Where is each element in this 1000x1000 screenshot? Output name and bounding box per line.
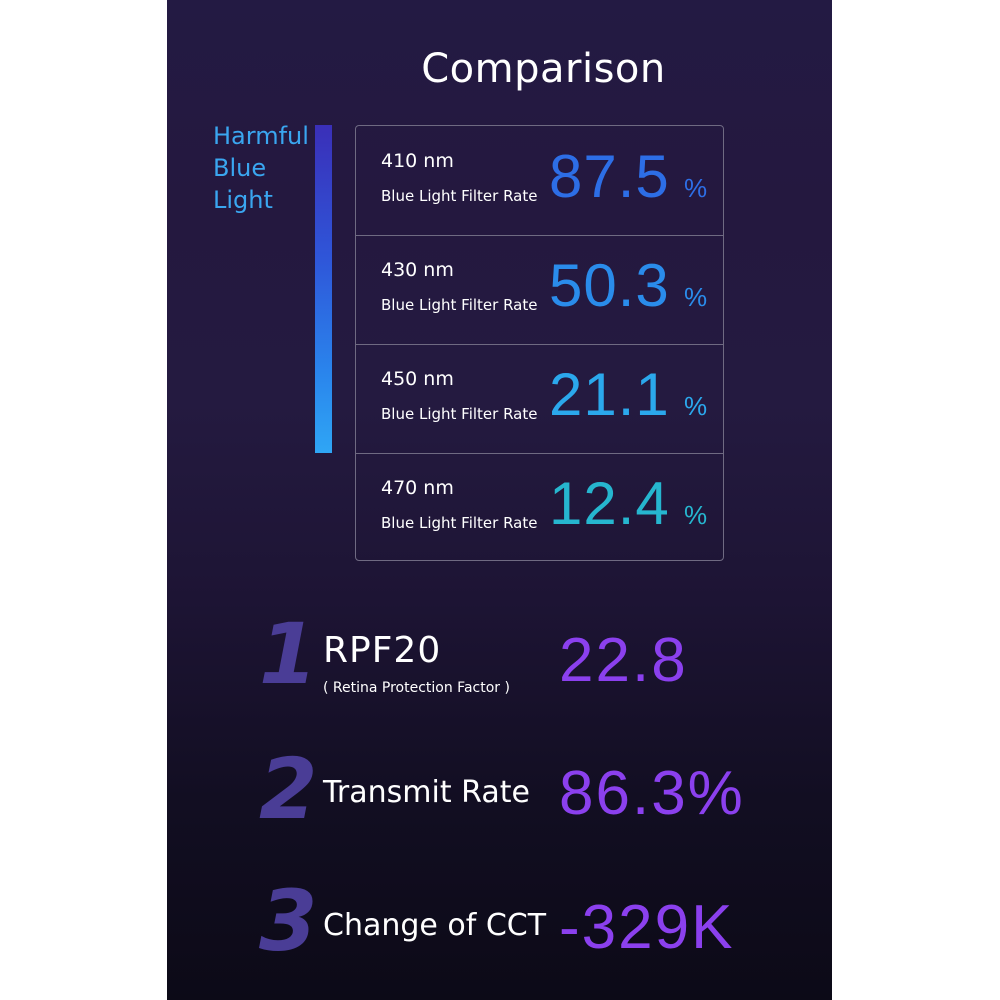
wavelength: 450 nm (381, 368, 454, 390)
table-row: 430 nm Blue Light Filter Rate 50.3 % (356, 235, 723, 345)
harmful-line-3: Light (213, 186, 273, 214)
percent-unit: % (684, 500, 708, 530)
filter-rate-label: Blue Light Filter Rate (381, 514, 538, 532)
harmful-line-2: Blue (213, 154, 267, 182)
feature-name-cct: Change of CCT (323, 908, 547, 943)
table-row: 450 nm Blue Light Filter Rate 21.1 % (356, 344, 723, 454)
percent-unit: % (684, 173, 708, 203)
harmful-line-1: Harmful (213, 122, 309, 150)
table-row: 410 nm Blue Light Filter Rate 87.5 % (356, 126, 723, 236)
comparison-panel: Comparison Harmful Blue Light 410 nm Blu… (167, 0, 832, 1000)
wavelength: 470 nm (381, 477, 454, 499)
feature-value-rpf: 22.8 (559, 626, 688, 695)
feature-name-rpf: RPF20 (323, 630, 442, 671)
feature-number-2: 2 (259, 740, 318, 838)
table-row: 470 nm Blue Light Filter Rate 12.4 % (356, 453, 723, 562)
filter-rate-value: 87.5 (549, 143, 670, 210)
filter-rate-value: 12.4 (549, 470, 670, 537)
page-title: Comparison (421, 46, 666, 92)
filter-rate-value: 21.1 (549, 361, 670, 428)
feature-number-3: 3 (259, 872, 318, 970)
percent-unit: % (684, 391, 708, 421)
filter-rate-label: Blue Light Filter Rate (381, 405, 538, 423)
feature-value-transmit: 86.3% (559, 759, 745, 828)
feature-number-1: 1 (259, 605, 318, 703)
filter-rate-label: Blue Light Filter Rate (381, 187, 538, 205)
feature-value-cct: -329K (559, 893, 735, 962)
wavelength: 430 nm (381, 259, 454, 281)
filter-rate-table: 410 nm Blue Light Filter Rate 87.5 % 430… (355, 125, 724, 561)
wavelength: 410 nm (381, 150, 454, 172)
filter-rate-label: Blue Light Filter Rate (381, 296, 538, 314)
feature-sub-rpf: ( Retina Protection Factor ) (323, 680, 510, 696)
harmful-blue-light-label: Harmful Blue Light (213, 120, 309, 216)
feature-name-transmit: Transmit Rate (323, 775, 530, 810)
filter-rate-value: 50.3 (549, 252, 670, 319)
percent-unit: % (684, 282, 708, 312)
harmful-gradient-bar (315, 125, 332, 453)
